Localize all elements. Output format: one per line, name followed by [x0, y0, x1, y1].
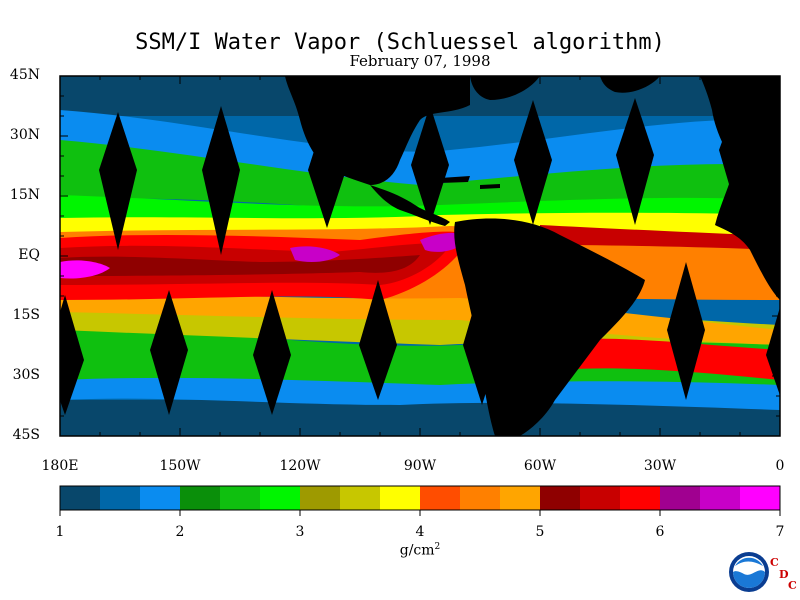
colorbar-swatch [700, 486, 741, 510]
axis-ticks [59, 75, 781, 437]
colorbar-units: g/cm2 [399, 542, 441, 559]
noaa-logo [729, 552, 769, 592]
colorbar [59, 485, 781, 516]
colorbar-swatch [340, 486, 381, 510]
colorbar-tick-label: 5 [535, 524, 545, 540]
colorbar-swatch [740, 486, 781, 510]
colorbar-swatch [660, 486, 701, 510]
latitude-label: 30N [9, 127, 40, 143]
colorbar-swatch [60, 486, 101, 510]
longitude-label: 180E [41, 458, 79, 474]
colorbar-tick-label: 3 [295, 524, 305, 540]
longitude-label: 30W [643, 458, 677, 474]
latitude-label: 15N [9, 187, 40, 203]
colorbar-swatch [500, 486, 541, 510]
colorbar-tick-label: 4 [415, 524, 425, 540]
colorbar-swatch [220, 486, 261, 510]
colorbar-swatch [540, 486, 581, 510]
colorbar-swatch [380, 486, 421, 510]
colorbar-tick-label: 6 [655, 524, 665, 540]
colorbar-swatch [300, 486, 341, 510]
colorbar-swatch [580, 486, 621, 510]
colorbar-swatch [100, 486, 141, 510]
colorbar-tick-label: 2 [175, 524, 185, 540]
latitude-label: EQ [18, 247, 40, 263]
chart-date: February 07, 1998 [349, 52, 491, 70]
longitude-label: 120W [279, 458, 321, 474]
longitude-label: 60W [523, 458, 557, 474]
latitude-label: 45S [12, 427, 40, 443]
cdc-letter-c1: C [770, 556, 779, 569]
cdc-letter-c2: C [788, 579, 797, 592]
latitude-label: 45N [9, 67, 40, 83]
colorbar-swatch [620, 486, 661, 510]
cdc-letter-d: D [779, 568, 789, 581]
longitude-label: 90W [403, 458, 437, 474]
colorbar-tick-label: 7 [775, 524, 785, 540]
colorbar-swatch [420, 486, 461, 510]
latitude-label: 15S [12, 307, 40, 323]
colorbar-swatch [140, 486, 181, 510]
map-field [60, 76, 780, 436]
latitude-label: 30S [12, 367, 40, 383]
longitude-label: 150W [159, 458, 201, 474]
colorbar-swatch [460, 486, 501, 510]
colorbar-tick-label: 1 [55, 524, 65, 540]
colorbar-swatch [260, 486, 301, 510]
longitude-label: 0 [775, 458, 785, 474]
colorbar-swatch [180, 486, 221, 510]
chart-title: SSM/I Water Vapor (Schluessel algorithm) [135, 30, 665, 55]
